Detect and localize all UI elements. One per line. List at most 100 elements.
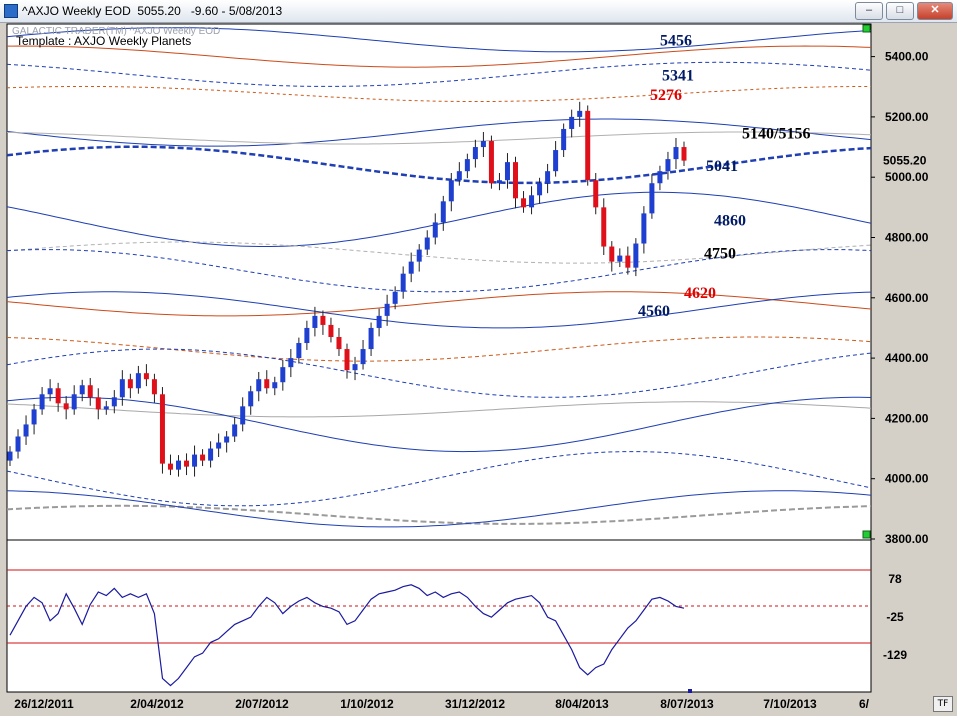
price-tick-label: 4400.00 [885,351,929,365]
candle-body [641,213,647,244]
candle-body [15,436,21,452]
candle-body [585,110,591,181]
planet-band-line [6,291,872,329]
planet-band-line [6,85,872,102]
candle-body [47,388,53,395]
candle-body [432,222,438,238]
candle-body [352,364,358,371]
bottom-marker-icon[interactable] [862,530,871,539]
candle-body [392,291,398,304]
candle-body [521,198,527,208]
planet-band-line [6,61,872,87]
candle-body [208,448,214,461]
date-tick-label: 1/10/2012 [340,697,394,711]
candle-body [200,454,206,461]
candle-body [553,150,559,172]
planet-band-line [6,145,872,185]
minimize-button[interactable]: ‒ [855,2,883,20]
planet-level-label: 5140/5156 [742,126,810,143]
osc-tick-label: -25 [886,610,904,624]
candle-body [143,373,149,380]
candle-body [464,159,470,172]
candle-body [344,349,350,371]
candle-body [240,406,246,425]
chart-app-icon [4,4,18,18]
candle-body [95,397,101,410]
maximize-button[interactable]: □ [886,2,914,20]
planet-band-line [6,348,872,398]
planet-band-line [6,191,872,247]
candle-body [127,379,133,389]
candle-body [232,424,238,437]
candle-body [625,255,631,268]
candle-body [513,162,518,199]
candle-body [416,249,422,262]
candle-body [328,324,334,337]
planet-band-line [6,451,872,507]
price-tick-label: 4600.00 [885,291,929,305]
planet-band-line [6,249,872,293]
oscillator-plot-area [6,539,872,693]
candle-body [111,397,117,407]
oscillator-line [9,584,685,687]
candle-body [272,382,278,389]
candle-body [288,358,294,368]
candle-body [472,147,478,160]
candle-body [424,237,430,250]
planet-level-label: 5041 [706,158,738,175]
candle-body [569,116,575,129]
planet-band-line [6,291,872,317]
candle-body [135,373,141,389]
date-tick-label: 26/12/2011 [14,697,74,711]
candle-body [39,394,45,410]
tf-button[interactable]: TF [933,696,953,712]
candle-body [496,180,502,184]
candle-body [248,391,254,407]
date-tick-label: 6/ [859,697,870,711]
price-tick-label: 5200.00 [885,110,929,124]
price-tick-label: 4800.00 [885,231,929,245]
candle-body [296,343,302,359]
planet-level-label: 4620 [684,285,716,302]
planet-band-line [6,241,872,264]
price-tick-label: 4000.00 [885,472,929,486]
date-tick-label: 2/04/2012 [130,697,184,711]
candle-body [673,147,679,160]
candle-body [167,463,173,470]
candle-body [488,141,494,184]
candle-body [408,261,414,274]
candle-body [456,171,462,181]
title-bar: ^AXJO Weekly EOD 5055.20 -9.60 - 5/08/20… [0,0,957,23]
candle-body [537,183,543,196]
candle-body [55,388,61,404]
planet-band-line [6,401,872,418]
candle-body [256,379,262,392]
price-tick-label: 4200.00 [885,411,929,425]
candle-body [609,246,615,262]
candle-body [440,201,446,223]
planet-level-label: 5456 [660,33,692,50]
planet-band-line [6,336,872,362]
osc-tick-label: 78 [888,572,902,586]
candle-body [312,315,318,328]
planet-level-label: 4560 [638,303,670,320]
osc-cursor-marker [688,689,692,693]
candle-body [561,128,567,151]
candle-body [304,327,310,344]
candle-body [71,394,77,410]
candle-body [31,409,37,425]
template-label: Template : AXJO Weekly Planets [16,34,191,48]
candle-body [159,394,165,464]
candle-body [264,379,270,389]
candle-body [119,379,125,398]
price-plot-area [6,23,872,541]
close-button[interactable]: ✕ [917,2,953,20]
planet-band-line [6,27,872,53]
price-tick-label: 5400.00 [885,50,929,64]
candle-body [400,273,406,292]
planet-band-line [6,396,872,453]
candle-body [681,147,687,161]
candle-body [192,454,198,467]
top-marker-icon[interactable] [862,24,871,33]
